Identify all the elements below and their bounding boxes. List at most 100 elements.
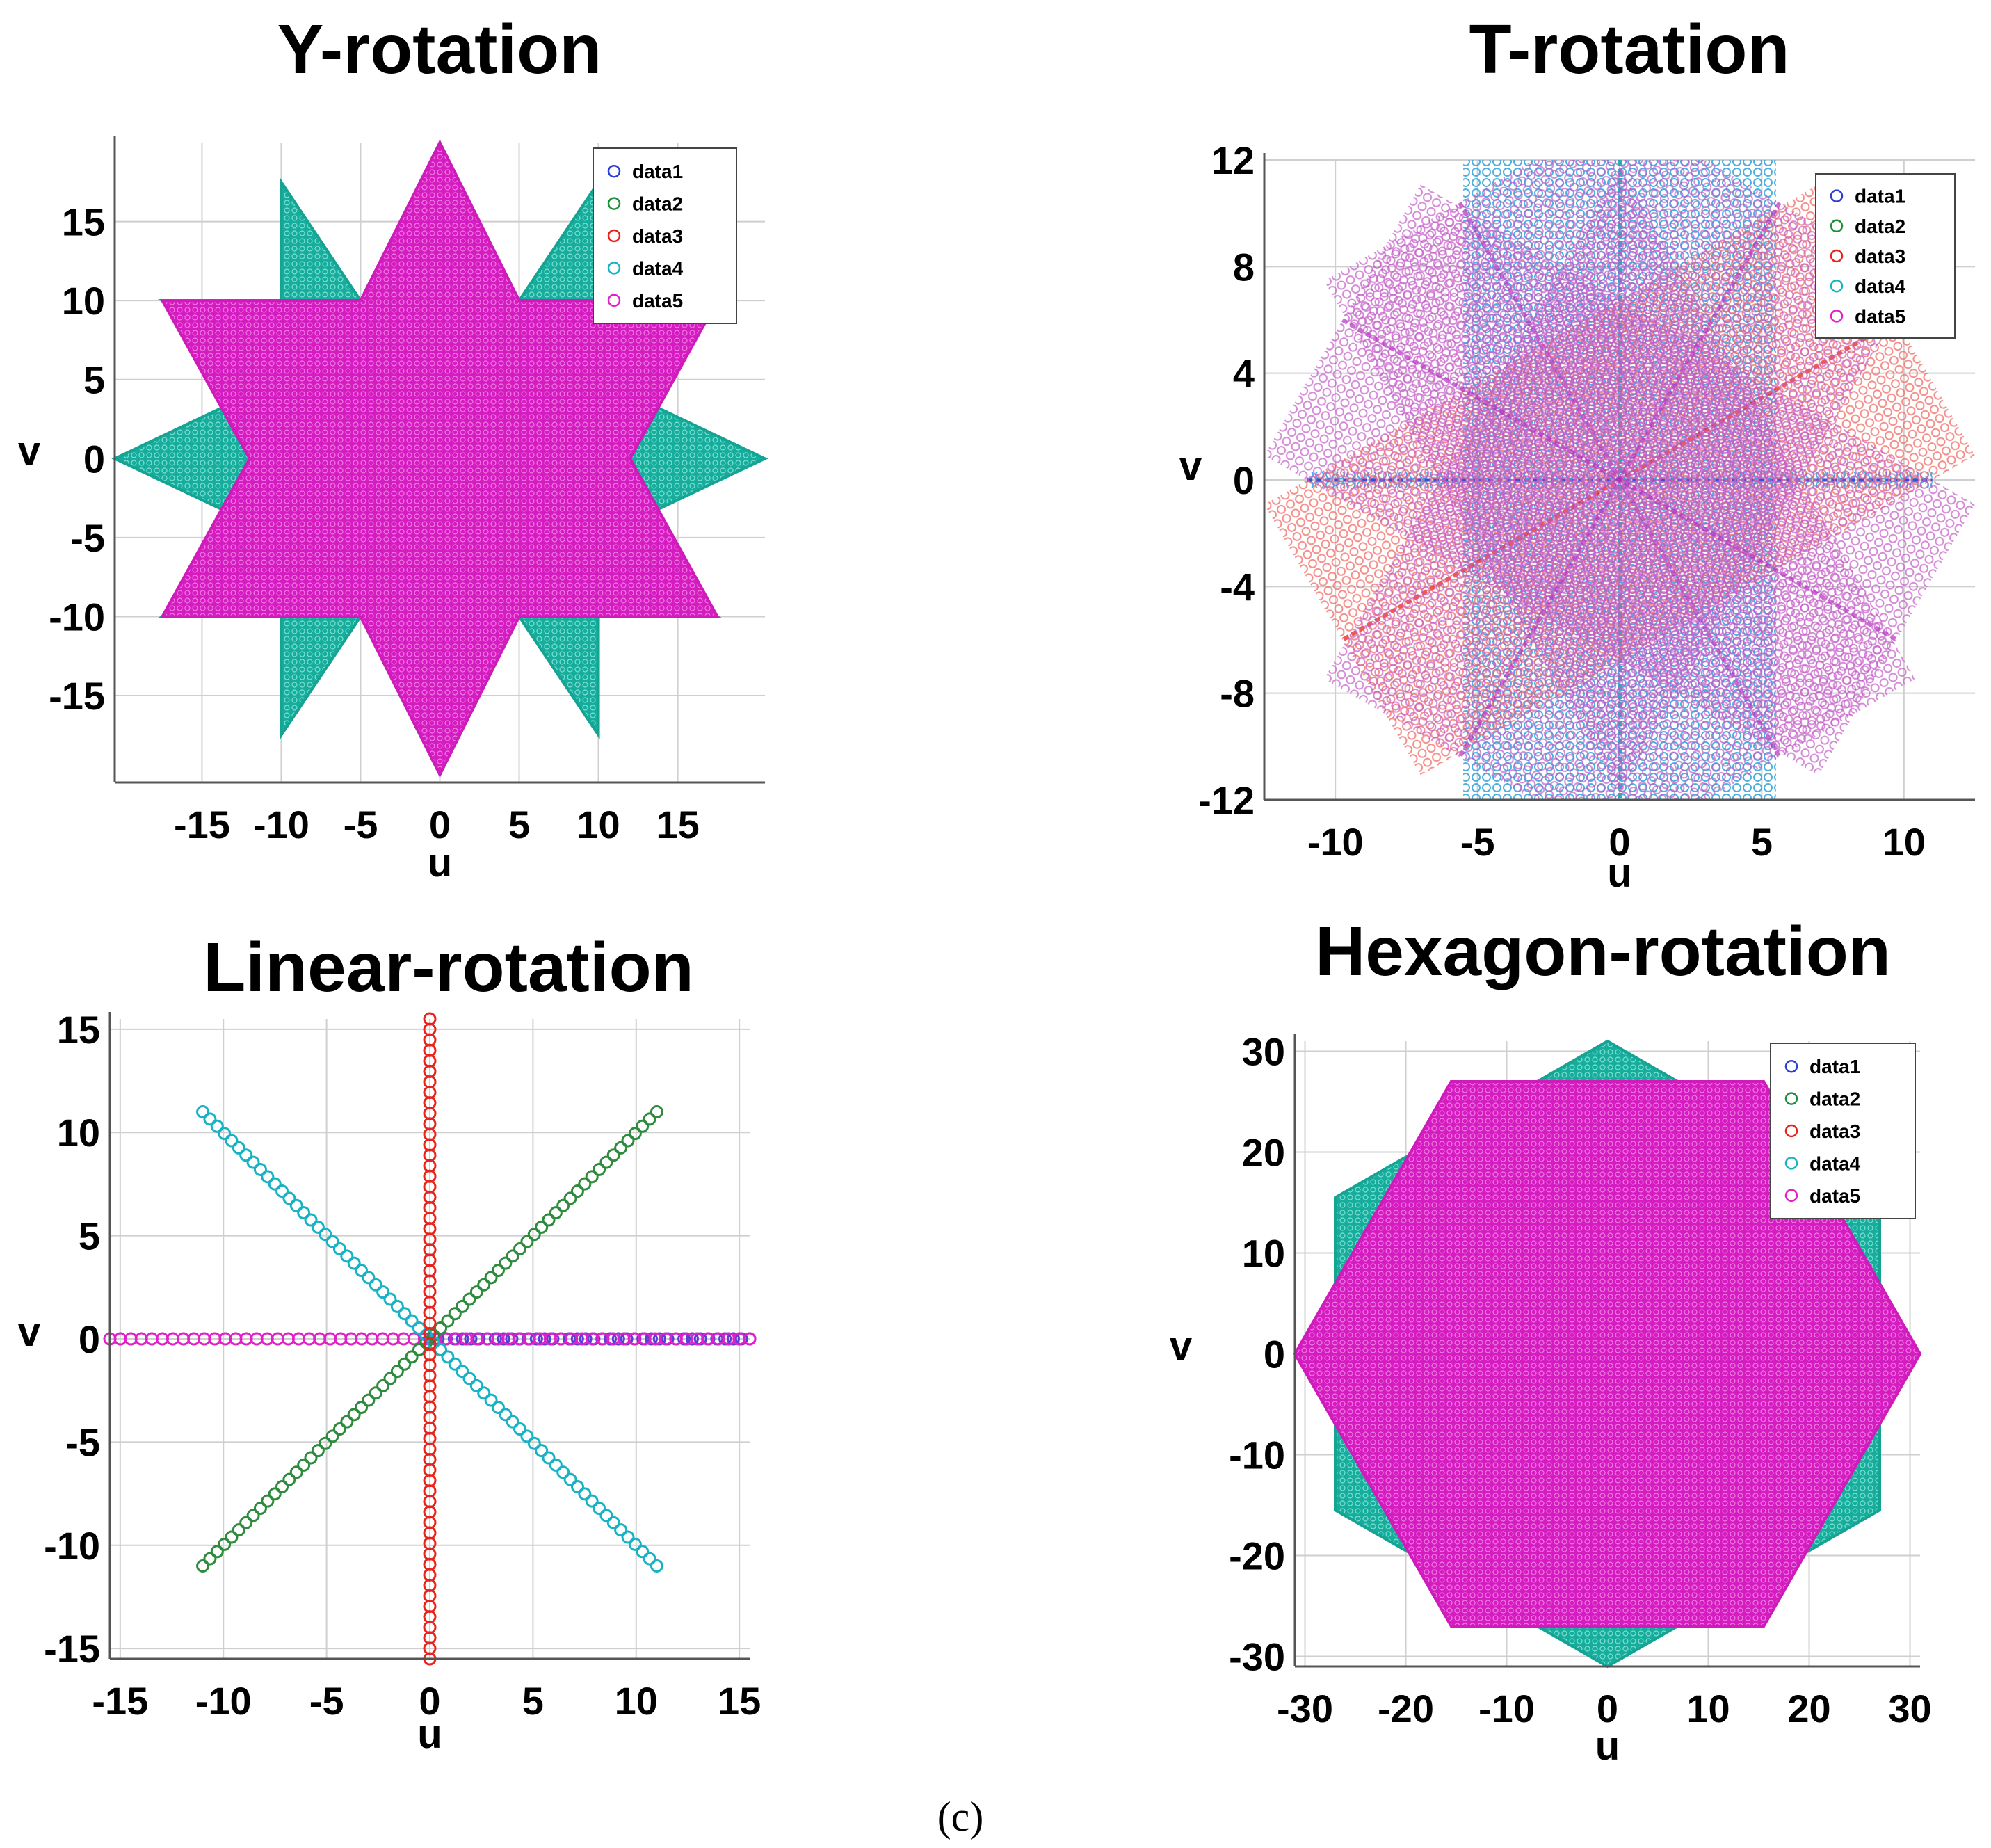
data-point xyxy=(275,1479,289,1493)
data-point xyxy=(246,1155,260,1169)
data-point xyxy=(383,1292,397,1306)
data-point xyxy=(535,1444,549,1458)
legend-label-data2: data2 xyxy=(1809,1088,1860,1110)
data-point xyxy=(685,1332,699,1346)
legend-label-data2: data2 xyxy=(1855,216,1905,237)
data-point xyxy=(527,1436,541,1450)
data-point xyxy=(203,1112,217,1126)
x-tick-label: -20 xyxy=(1378,1687,1434,1730)
x-tick-label: 0 xyxy=(1597,1687,1618,1730)
data-point xyxy=(282,1472,296,1486)
y-tick-label: 10 xyxy=(57,1111,100,1155)
data-point xyxy=(643,1112,656,1126)
data-point xyxy=(347,1256,361,1270)
legend-label-data3: data3 xyxy=(1809,1120,1860,1142)
series-data5-axis xyxy=(1341,318,1898,642)
data-point xyxy=(253,1502,267,1516)
legend-marker-data1 xyxy=(1784,1059,1798,1073)
y-tick-label: 5 xyxy=(83,358,105,402)
data-point xyxy=(599,1509,613,1522)
data-point xyxy=(484,1271,498,1285)
data-point xyxy=(261,1170,275,1184)
y-tick-label: 0 xyxy=(1264,1333,1285,1376)
data-point xyxy=(563,1472,577,1486)
data-point xyxy=(196,1105,210,1119)
data-point xyxy=(239,1148,253,1162)
data-point xyxy=(520,1235,534,1248)
x-tick-label: 0 xyxy=(419,1679,440,1723)
data-point xyxy=(644,1332,658,1346)
data-point xyxy=(599,1155,613,1169)
y-axis-label: v xyxy=(18,1310,40,1355)
y-axis-label: v xyxy=(1179,444,1202,489)
data-point xyxy=(542,1213,556,1227)
data-point xyxy=(477,1386,491,1400)
y-tick-label: -30 xyxy=(1229,1635,1285,1679)
y-axis-label: v xyxy=(18,428,40,474)
data-point xyxy=(441,1350,455,1364)
x-axis-label: u xyxy=(1595,1724,1620,1769)
legend-marker-data4 xyxy=(1784,1157,1798,1170)
data-point xyxy=(268,1487,282,1501)
data-point xyxy=(340,1415,354,1429)
data-point xyxy=(319,1228,332,1242)
legend-box xyxy=(593,147,737,324)
y-axis-label: v xyxy=(1170,1324,1192,1369)
data-point xyxy=(304,1451,318,1465)
y-tick-label: 5 xyxy=(79,1214,100,1258)
y-tick-label: 4 xyxy=(1233,352,1255,396)
data-point xyxy=(513,1422,527,1436)
legend-label-data4: data4 xyxy=(1809,1152,1861,1174)
y-tick-label: 0 xyxy=(1233,458,1255,502)
data-point xyxy=(448,1307,462,1321)
data-point xyxy=(499,1256,513,1270)
data-point xyxy=(570,1184,584,1198)
x-tick-label: 5 xyxy=(522,1679,544,1723)
data-point xyxy=(203,1552,217,1566)
legend-marker-data2 xyxy=(607,197,621,210)
data-point xyxy=(218,1537,232,1551)
x-tick-label: -10 xyxy=(1478,1687,1535,1730)
data-point xyxy=(239,1516,253,1529)
plot-data xyxy=(103,1012,757,1666)
data-point xyxy=(325,1429,339,1443)
legend-box xyxy=(1770,1043,1916,1219)
y-tick-label: -15 xyxy=(44,1627,100,1671)
y-tick-label: -5 xyxy=(70,516,105,560)
x-tick-label: 0 xyxy=(429,803,451,846)
data-point xyxy=(585,1494,599,1508)
series-data5 xyxy=(103,1332,757,1346)
data-point xyxy=(556,1465,570,1479)
data-point xyxy=(570,1479,584,1493)
data-point xyxy=(650,1105,663,1119)
chart-t-rotation: T-rotation-10 -5 0 5 1012840-4-8-12uvdata1da… xyxy=(1179,10,1975,896)
x-tick-label: -10 xyxy=(1307,820,1364,864)
legend-label-data5: data5 xyxy=(1855,305,1905,327)
legend-marker-data3 xyxy=(607,229,621,243)
x-tick-label: -5 xyxy=(1460,820,1495,864)
legend-marker-data5 xyxy=(1784,1189,1798,1203)
data-point xyxy=(282,1191,296,1205)
data-point xyxy=(650,1559,663,1573)
data-point xyxy=(225,1134,239,1148)
data-point xyxy=(513,1242,527,1255)
data-point xyxy=(210,1119,224,1133)
x-tick-label: -10 xyxy=(253,803,309,846)
x-tick-label: -15 xyxy=(174,803,230,846)
y-tick-label: -10 xyxy=(1229,1433,1285,1477)
plot-data xyxy=(1293,1039,1922,1669)
data-point xyxy=(464,1332,478,1346)
x-tick-label: -5 xyxy=(309,1679,344,1723)
y-tick-label: 30 xyxy=(1242,1030,1285,1074)
data-point xyxy=(456,1299,469,1313)
data-point xyxy=(462,1292,476,1306)
data-point xyxy=(398,1357,412,1371)
data-point xyxy=(628,1127,642,1141)
x-tick-label: 5 xyxy=(508,803,530,846)
y-tick-label: 15 xyxy=(62,200,105,244)
y-tick-label: -5 xyxy=(65,1420,100,1464)
data-point xyxy=(355,1400,369,1414)
data-point xyxy=(606,1148,620,1162)
data-point xyxy=(434,1321,448,1335)
